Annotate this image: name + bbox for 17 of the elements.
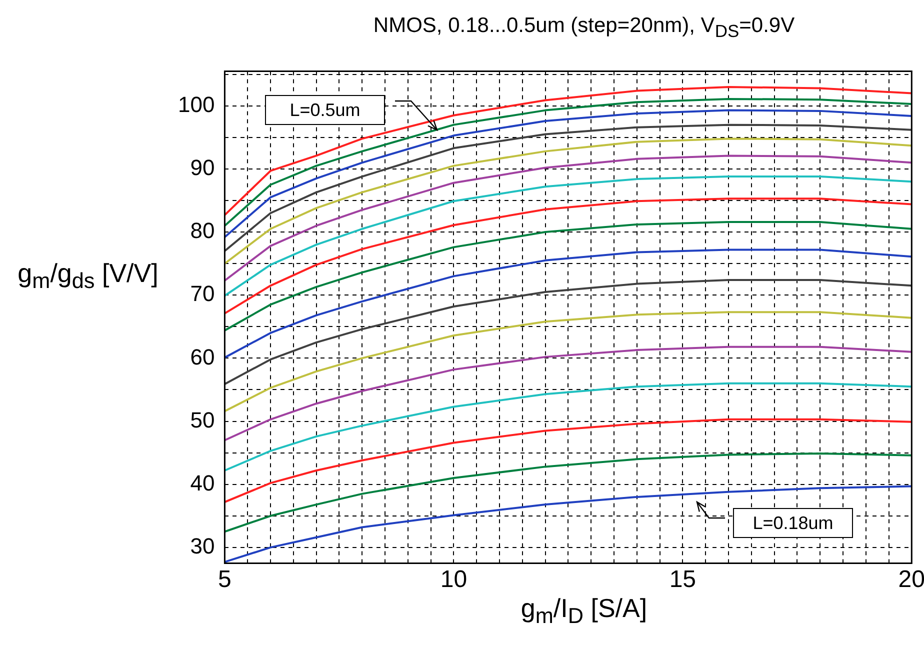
y-tick-label: 30 (190, 533, 215, 558)
y-tick-label: 70 (190, 281, 215, 306)
y-tick-label: 80 (190, 218, 215, 244)
y-tick-label: 90 (190, 155, 215, 180)
x-tick-label: 10 (440, 566, 468, 594)
y-tick-label: 50 (190, 407, 215, 432)
x-tick-label: 15 (669, 566, 696, 594)
chart-title: NMOS, 0.18...0.5um (step=20nm), V$_{DS}$=0.9V (372, 14, 796, 42)
y-tick-label: 60 (190, 344, 215, 370)
annotation: L=0.5um (290, 100, 360, 120)
annotation: L=0.18um (752, 512, 834, 534)
x-axis-title: g$_{m}$/I$_{D}$ [S/A] (520, 593, 648, 630)
x-tick-label: 20 (898, 566, 924, 594)
y-tick-label: 40 (190, 470, 215, 496)
x-tick-label: 5 (218, 566, 232, 594)
y-tick-label: 100 (178, 92, 215, 117)
y-axis-title: g$_{m}$/g$_{ds}$ [V/V] (16, 258, 160, 294)
